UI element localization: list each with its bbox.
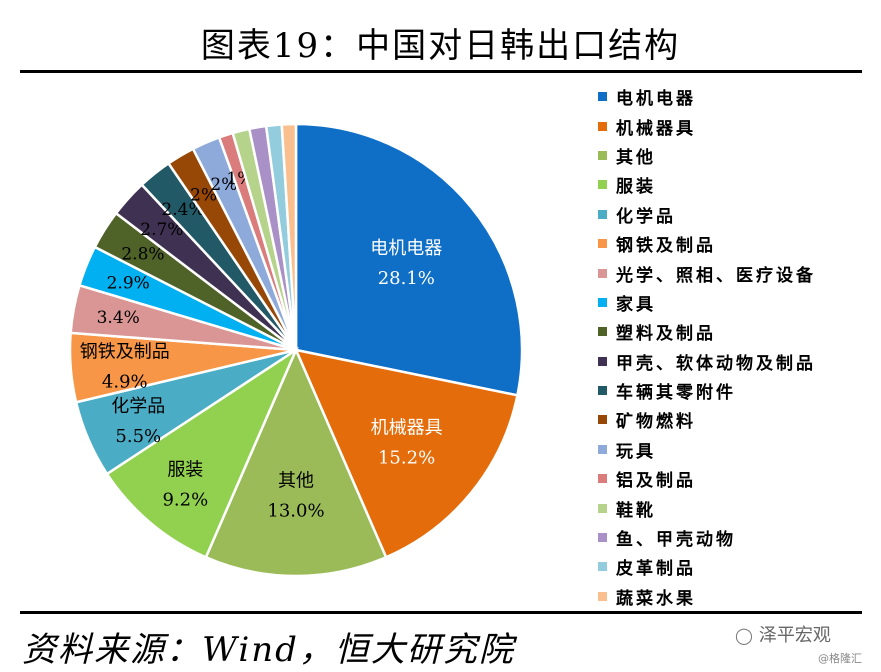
source-note: 资料来源：Wind，恒大研究院 (22, 630, 515, 670)
pie-slice-3 (105, 346, 299, 559)
legend-swatch (598, 415, 607, 425)
legend-swatch (598, 444, 607, 454)
legend-item: 机械器具 (598, 111, 816, 140)
legend-swatch (598, 591, 607, 601)
bottom-rule (20, 611, 862, 614)
legend-swatch (598, 474, 607, 484)
slice-value-label: 2% (210, 175, 237, 195)
legend-item: 蔬菜水果 (598, 582, 816, 611)
slice-value-label: 2.7% (140, 220, 183, 240)
legend-label: 化学品 (616, 206, 676, 227)
slice-name-label: 其他 (278, 470, 314, 491)
legend-label: 光学、照相、医疗设备 (616, 265, 816, 286)
legend-label: 车辆其零附件 (616, 383, 736, 404)
legend-label: 家具 (616, 294, 656, 315)
pie-slice-1 (293, 348, 519, 559)
wechat-icon: ◯ (735, 626, 753, 645)
legend-label: 铝及制品 (616, 471, 696, 492)
top-rule (20, 70, 862, 73)
slice-value-label: 15.2% (378, 448, 435, 469)
legend-swatch (598, 562, 607, 572)
legend-swatch (598, 356, 607, 366)
slice-value-label: 5.5% (115, 426, 161, 447)
watermark-brand: 泽平宏观 (758, 625, 831, 646)
legend-label: 鞋靴 (616, 500, 656, 521)
legend-item: 服装 (598, 170, 816, 199)
legend-swatch (598, 297, 607, 307)
legend-label: 电机电器 (616, 89, 696, 110)
legend-item: 车辆其零附件 (598, 376, 816, 405)
legend-item: 鱼、甲壳动物 (598, 523, 816, 552)
legend-label: 服装 (616, 177, 656, 198)
slice-name-label: 化学品 (111, 396, 165, 417)
slice-value-label: 2.8% (121, 245, 164, 265)
slice-value-label: 13.0% (267, 500, 324, 521)
slice-value-label: 2% (190, 186, 217, 206)
legend-item: 家具 (598, 288, 816, 317)
legend-item: 甲壳、软体动物及制品 (598, 347, 816, 376)
legend-swatch (598, 209, 607, 219)
slice-value-label: 9.2% (162, 489, 208, 510)
pie-slice-17 (280, 122, 298, 351)
legend-label: 甲壳、软体动物及制品 (616, 353, 816, 374)
legend-label: 蔬菜水果 (616, 588, 696, 609)
legend-swatch (598, 239, 607, 249)
slice-value-label: 28.1% (378, 268, 435, 289)
legend-swatch (598, 386, 607, 396)
watermark-sub: @格隆汇 (818, 652, 862, 665)
legend-swatch (598, 180, 607, 190)
legend-swatch (598, 327, 607, 337)
legend-item: 铝及制品 (598, 464, 816, 493)
slice-value-label: 4.9% (102, 372, 148, 393)
slice-name-label: 电机电器 (370, 238, 442, 259)
chart-title: 图表19：中国对日韩出口结构 (200, 26, 681, 66)
legend-label: 机械器具 (616, 118, 696, 139)
slice-name-label: 钢铁及制品 (80, 342, 170, 363)
legend-item: 塑料及制品 (598, 317, 816, 346)
watermark: ◯ 泽平宏观 (735, 621, 831, 647)
legend-label: 鱼、甲壳动物 (616, 530, 736, 551)
legend-label: 其他 (616, 147, 656, 168)
legend-label: 钢铁及制品 (616, 236, 716, 257)
legend-item: 光学、照相、医疗设备 (598, 258, 816, 287)
legend-item: 化学品 (598, 200, 816, 229)
legend-item: 玩具 (598, 435, 816, 464)
slice-value-label: 2.4% (161, 200, 204, 220)
legend-item: 皮革制品 (598, 552, 816, 581)
legend-label: 塑料及制品 (616, 324, 716, 345)
slice-name-label: 机械器具 (371, 418, 443, 439)
legend-swatch (598, 92, 607, 102)
legend-item: 其他 (598, 141, 816, 170)
legend-label: 矿物燃料 (616, 412, 696, 433)
legend-swatch (598, 121, 607, 131)
pie-slice-2 (204, 346, 388, 578)
slice-value-label: 3.4% (97, 308, 140, 328)
legend-item: 电机电器 (598, 82, 816, 111)
legend-swatch (598, 503, 607, 513)
slice-name-label: 服装 (167, 459, 203, 480)
legend-label: 玩具 (616, 441, 656, 462)
legend-item: 鞋靴 (598, 493, 816, 522)
pie-slice-0 (294, 122, 524, 397)
legend-swatch (598, 268, 607, 278)
legend-item: 矿物燃料 (598, 405, 816, 434)
slice-value-label: 2.9% (107, 274, 150, 294)
legend-swatch (598, 533, 607, 543)
legend-label: 皮革制品 (616, 559, 696, 580)
legend-swatch (598, 150, 607, 160)
legend-item: 钢铁及制品 (598, 229, 816, 258)
chart-legend: 电机电器机械器具其他服装化学品钢铁及制品光学、照相、医疗设备 家具塑料及制品甲壳、… (598, 82, 816, 611)
